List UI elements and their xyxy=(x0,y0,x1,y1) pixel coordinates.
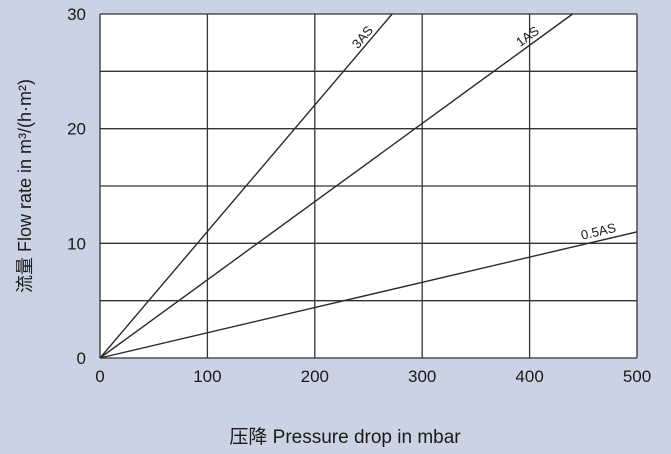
series-line-0.5AS xyxy=(99,231,638,359)
series-line-3AS xyxy=(99,13,393,359)
x-tick-labels: 0 100 200 300 400 500 xyxy=(95,367,651,386)
series-line-1AS xyxy=(99,13,573,359)
series-lines xyxy=(99,13,638,359)
x-tick-400: 400 xyxy=(515,367,543,386)
x-tick-0: 0 xyxy=(95,367,104,386)
grid-lines xyxy=(99,13,638,359)
y-tick-10: 10 xyxy=(67,234,86,253)
y-tick-0: 0 xyxy=(77,349,86,368)
y-tick-30: 30 xyxy=(67,5,86,24)
x-tick-500: 500 xyxy=(623,367,651,386)
x-tick-300: 300 xyxy=(408,367,436,386)
x-tick-100: 100 xyxy=(193,367,221,386)
y-axis-label: 流量 Flow rate in m³/(h·m²) xyxy=(15,79,35,293)
y-tick-20: 20 xyxy=(67,120,86,139)
x-tick-200: 200 xyxy=(301,367,329,386)
y-tick-labels: 0 10 20 30 xyxy=(67,5,86,368)
x-axis-label: 压降 Pressure drop in mbar xyxy=(229,426,461,448)
